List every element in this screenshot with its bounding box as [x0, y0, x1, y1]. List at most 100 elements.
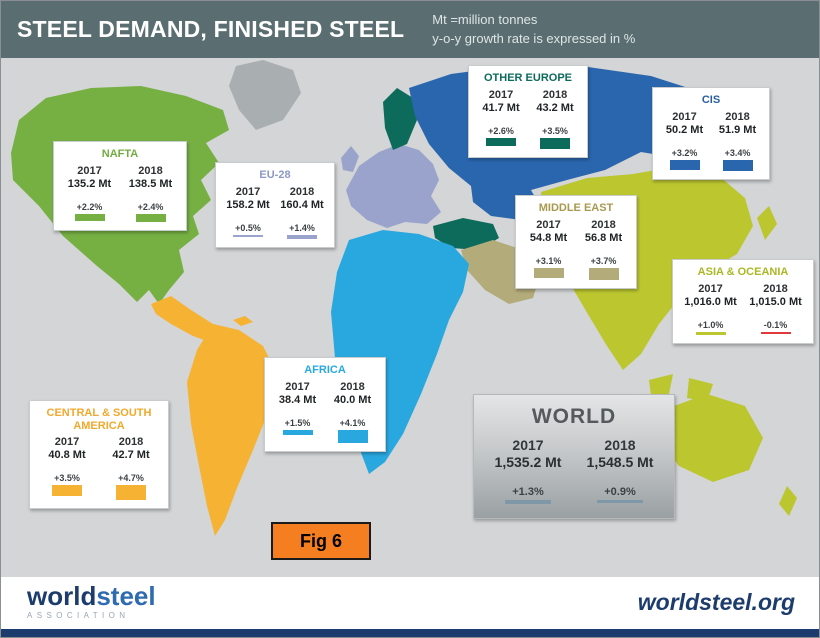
growth-bar	[135, 213, 166, 222]
growth-label: +4.7%	[118, 473, 144, 484]
year-label: 2017	[512, 437, 544, 454]
region-box-africa: AFRICA 2017 38.4 Mt +1.5% 2018 40.0 Mt +…	[264, 357, 386, 452]
demand-value: 38.4 Mt	[278, 393, 317, 406]
website-url: worldsteel.org	[637, 589, 795, 615]
map-region-eu28	[346, 144, 441, 228]
growth-bar	[282, 429, 313, 435]
worldsteel-logo-text: worldsteel	[27, 583, 156, 609]
growth-bar	[597, 500, 643, 504]
year-label: 2017	[285, 380, 310, 393]
growth-label: +1.0%	[697, 319, 724, 330]
year-label: 2018	[542, 88, 568, 101]
growth-bar	[74, 213, 105, 221]
demand-value: 56.8 Mt	[584, 231, 623, 244]
demand-value: 50.2 Mt	[665, 123, 704, 136]
growth-label: +2.2%	[76, 201, 103, 212]
region-title: ASIA & OCEANIA	[697, 266, 789, 278]
growth-label: -0.1%	[763, 319, 788, 330]
growth-label: +3.7%	[590, 255, 617, 266]
growth-bar	[588, 267, 619, 280]
map-region-japan	[757, 206, 777, 240]
growth-bar	[695, 331, 726, 335]
growth-label: +3.1%	[535, 255, 562, 266]
map-region-australia	[659, 394, 763, 482]
region-box-other-europe: OTHER EUROPE 2017 41.7 Mt +2.6% 2018 43.…	[468, 65, 588, 158]
growth-label: +1.3%	[512, 486, 544, 499]
year-label: 2017	[698, 282, 723, 295]
growth-bar	[116, 485, 146, 501]
growth-bar	[669, 159, 700, 170]
growth-bar	[233, 234, 263, 237]
year-label: 2018	[591, 218, 616, 231]
growth-bar	[533, 267, 564, 278]
map-region-scandinavia	[383, 88, 417, 150]
footer-bar: worldsteel ASSOCIATION worldsteel.org	[1, 577, 819, 637]
demand-value: 54.8 Mt	[529, 231, 568, 244]
map-region-caribbean	[233, 316, 253, 326]
growth-label: +3.5%	[542, 125, 568, 136]
growth-bar	[540, 137, 570, 149]
growth-label: +0.5%	[235, 222, 261, 233]
year-label: 2018	[118, 436, 144, 449]
year-label: 2017	[488, 88, 514, 101]
worldsteel-logo: worldsteel ASSOCIATION	[27, 583, 156, 620]
region-box-eu28: EU-28 2017 158.2 Mt +0.5% 2018 160.4 Mt …	[215, 162, 335, 248]
region-box-asia-oceania: ASIA & OCEANIA 2017 1,016.0 Mt +1.0% 201…	[672, 259, 814, 344]
map-region-greenland	[229, 60, 301, 130]
demand-value: 40.0 Mt	[333, 393, 372, 406]
demand-value: 160.4 Mt	[280, 198, 324, 211]
map-region-new-zealand	[779, 486, 797, 516]
growth-bar	[722, 159, 753, 171]
region-box-nafta: NAFTA 2017 135.2 Mt +2.2% 2018 138.5 Mt …	[53, 141, 187, 231]
region-box-central-south-america: CENTRAL & SOUTH AMERICA 2017 40.8 Mt +3.…	[29, 400, 169, 510]
demand-value: 1,535.2 Mt	[494, 454, 562, 471]
year-label: 2017	[54, 436, 80, 449]
demand-value: 135.2 Mt	[67, 177, 112, 190]
growth-label: +1.4%	[289, 222, 315, 233]
year-label: 2018	[763, 282, 788, 295]
demand-value: 41.7 Mt	[482, 101, 520, 114]
demand-value: 51.9 Mt	[718, 123, 757, 136]
year-label: 2017	[77, 164, 102, 177]
region-box-cis: CIS 2017 50.2 Mt +3.2% 2018 51.9 Mt +3.4…	[652, 87, 770, 180]
map-region-turkey	[433, 218, 499, 250]
year-label: 2018	[289, 185, 315, 198]
region-box-world: WORLD 2017 1,535.2 Mt +1.3% 2018 1,548.5…	[473, 394, 675, 520]
figure-label: Fig 6	[271, 522, 371, 560]
demand-value: 138.5 Mt	[128, 177, 173, 190]
demand-value: 158.2 Mt	[226, 198, 270, 211]
growth-label: +3.2%	[671, 147, 698, 158]
year-label: 2017	[235, 185, 261, 198]
growth-bar	[505, 500, 551, 505]
year-label: 2018	[138, 164, 163, 177]
demand-value: 1,016.0 Mt	[684, 295, 737, 308]
units-note-line2: y-o-y growth rate is expressed in %	[432, 30, 636, 46]
growth-label: +0.9%	[604, 486, 636, 499]
year-label: 2017	[672, 110, 697, 123]
growth-bar	[486, 137, 516, 146]
region-title: NAFTA	[101, 148, 139, 160]
map-region-uk	[341, 146, 359, 172]
growth-bar	[52, 485, 82, 497]
logo-word-world: world	[27, 581, 97, 611]
year-label: 2017	[536, 218, 561, 231]
growth-label: +3.5%	[54, 473, 80, 484]
demand-value: 43.2 Mt	[536, 101, 574, 114]
map-region-south-america	[187, 324, 277, 536]
region-title: CENTRAL & SOUTH AMERICA	[46, 407, 152, 432]
year-label: 2018	[340, 380, 365, 393]
region-title: AFRICA	[304, 364, 346, 376]
page-title: STEEL DEMAND, FINISHED STEEL	[17, 16, 405, 42]
units-note-line1: Mt =million tonnes	[432, 12, 538, 28]
growth-label: +1.5%	[284, 417, 311, 428]
logo-word-steel: steel	[96, 581, 156, 611]
region-box-middle-east: MIDDLE EAST 2017 54.8 Mt +3.1% 2018 56.8…	[515, 195, 637, 289]
growth-label: +4.1%	[339, 417, 366, 428]
growth-label: +2.6%	[488, 125, 514, 136]
growth-bar	[337, 429, 368, 443]
demand-value: 40.8 Mt	[48, 449, 86, 462]
year-label: 2018	[604, 437, 636, 454]
units-note: Mt =million tonnes y-o-y growth rate is …	[432, 11, 635, 47]
growth-label: +3.4%	[724, 147, 751, 158]
